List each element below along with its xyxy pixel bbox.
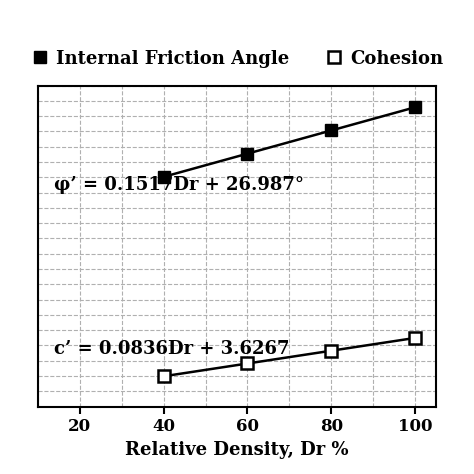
Text: φ’ = 0.1517Dr + 26.987°: φ’ = 0.1517Dr + 26.987° (54, 176, 304, 194)
Text: c’ = 0.0836Dr + 3.6267: c’ = 0.0836Dr + 3.6267 (54, 340, 289, 358)
Cohesion (328, 348, 334, 354)
Cohesion (245, 361, 250, 366)
Internal Friction Angle (245, 151, 250, 156)
X-axis label: Relative Density, Dr %: Relative Density, Dr % (125, 441, 349, 459)
Internal Friction Angle (412, 104, 418, 110)
Internal Friction Angle (328, 128, 334, 133)
Internal Friction Angle (161, 174, 166, 180)
Cohesion (161, 374, 166, 379)
Cohesion (412, 335, 418, 341)
Line: Internal Friction Angle: Internal Friction Angle (157, 101, 421, 183)
Legend: Internal Friction Angle, Cohesion: Internal Friction Angle, Cohesion (30, 50, 444, 68)
Line: Cohesion: Cohesion (157, 332, 421, 383)
